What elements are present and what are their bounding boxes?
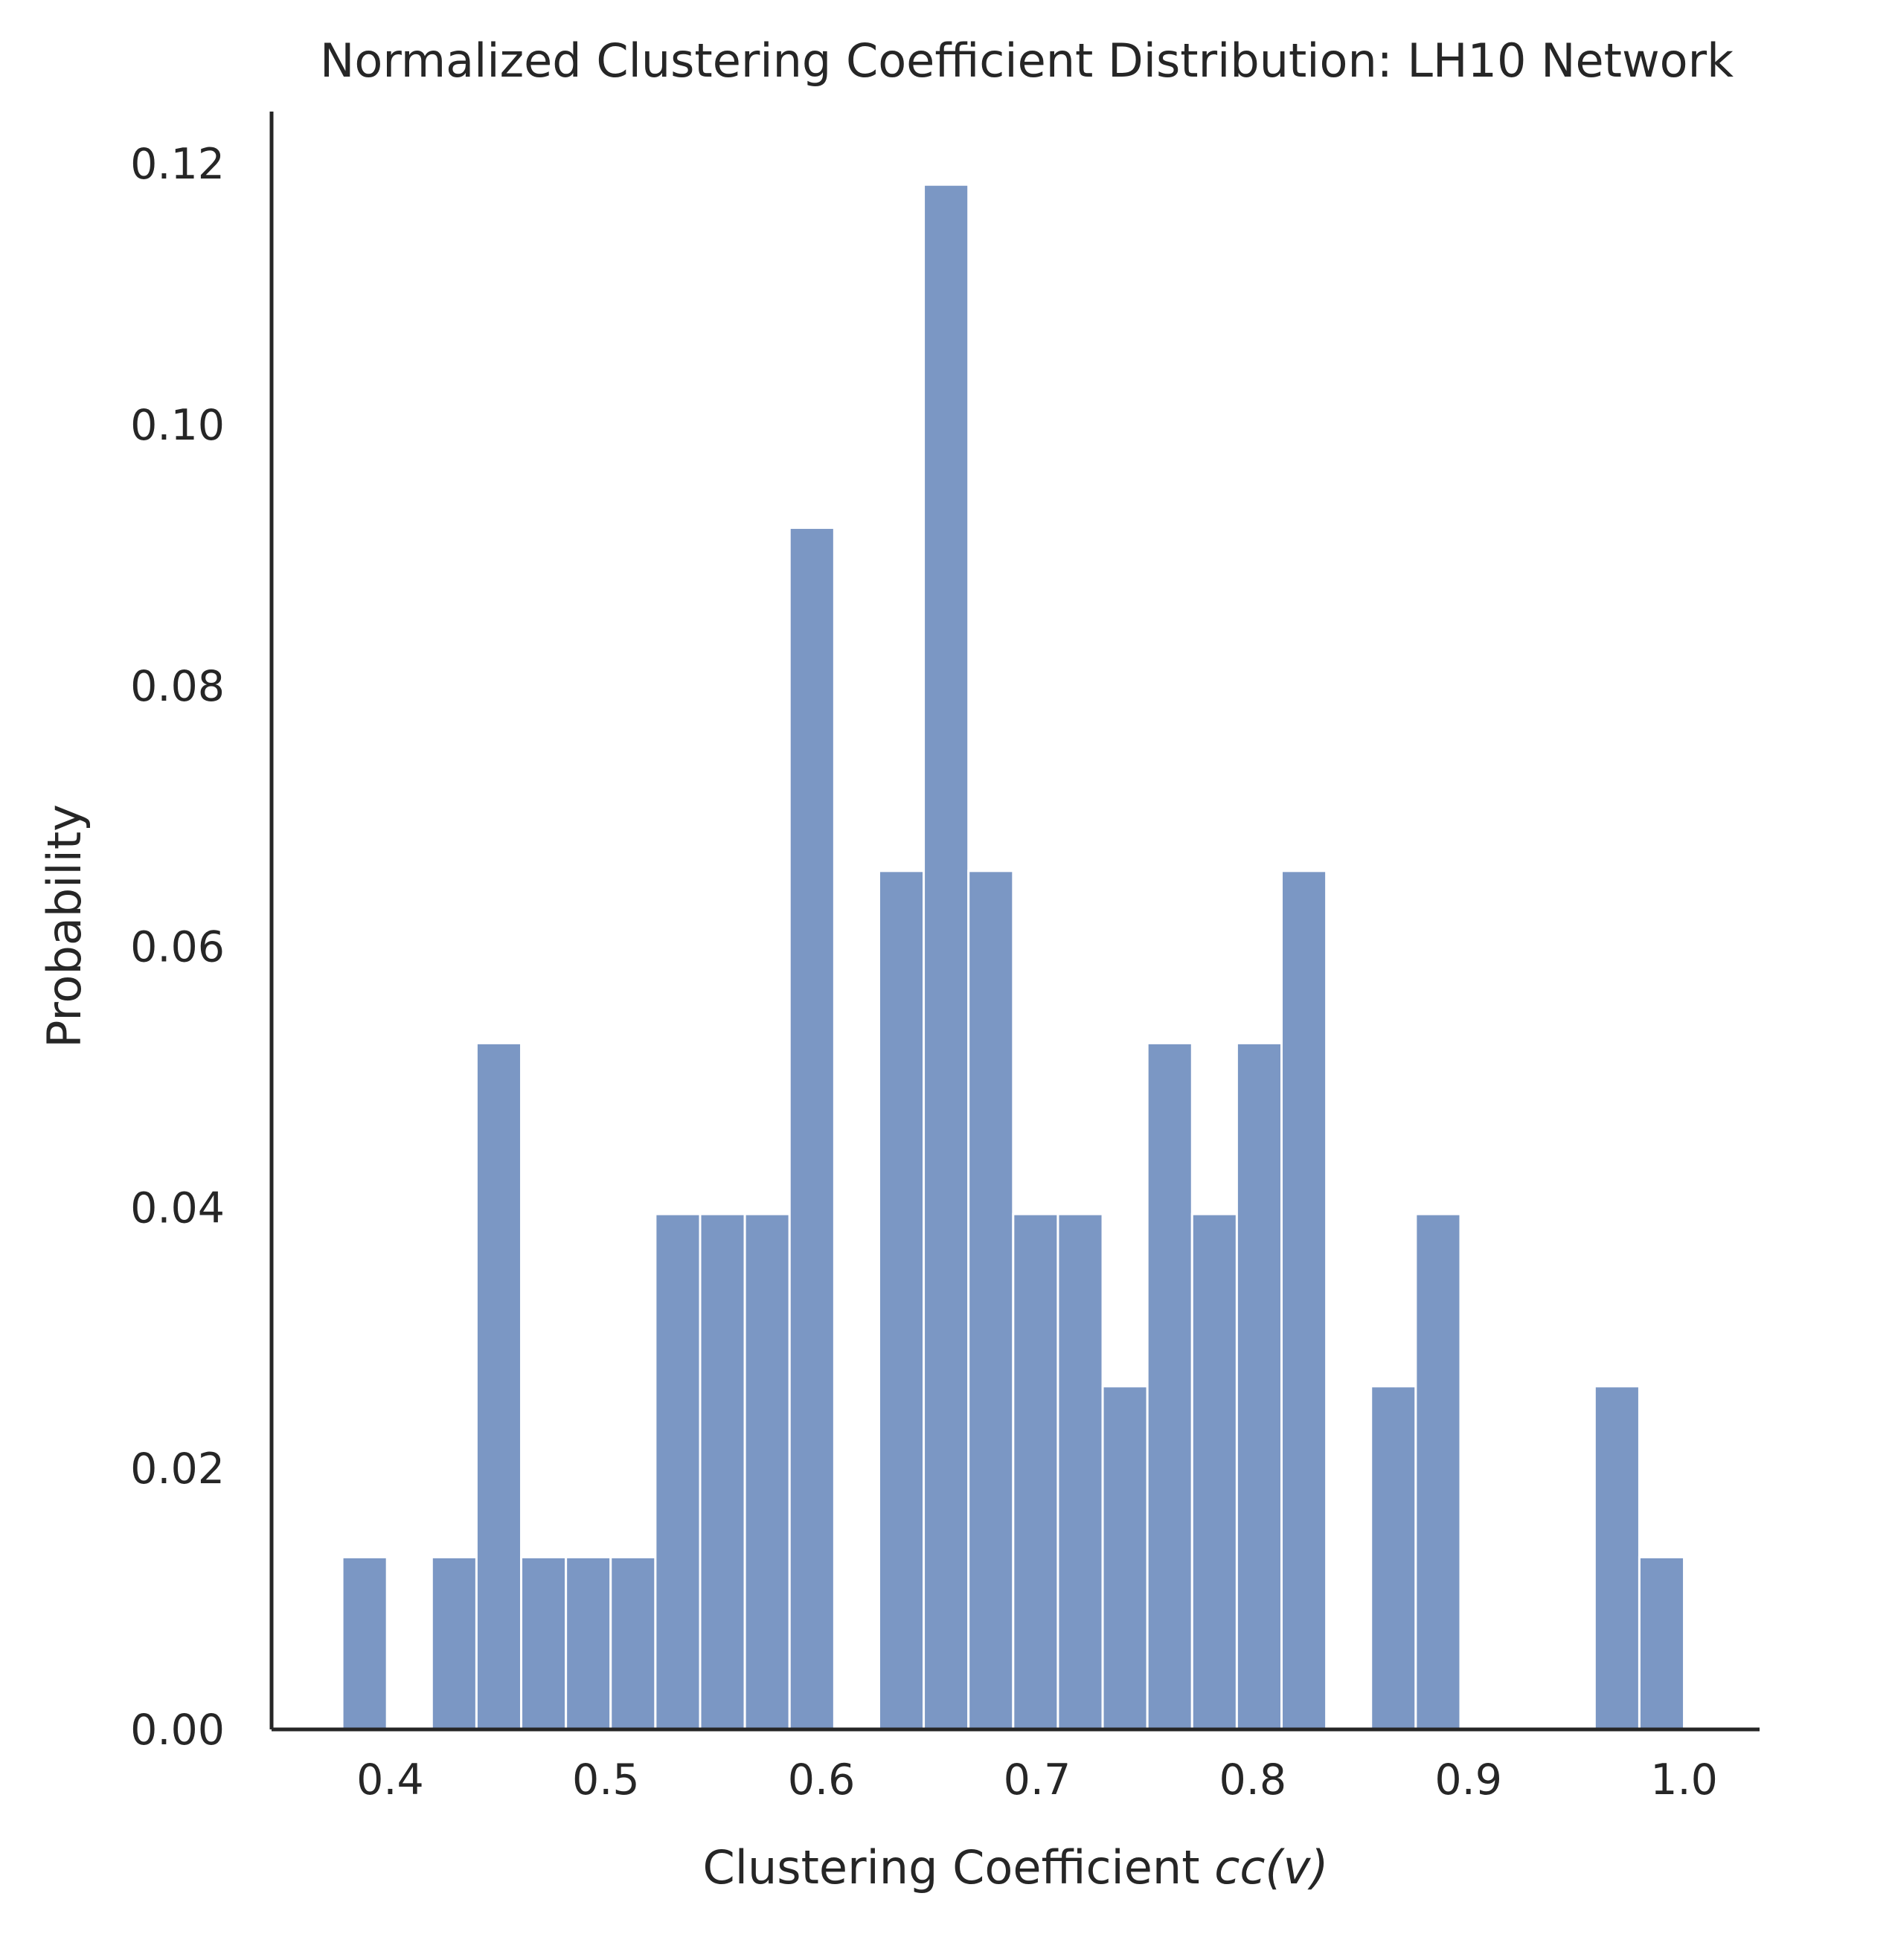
histogram-bar xyxy=(788,527,836,1731)
histogram-bar xyxy=(743,1212,791,1731)
y-tick-label: 0.00 xyxy=(130,1706,225,1755)
x-tick-label: 0.7 xyxy=(1004,1755,1071,1805)
y-tick-label: 0.10 xyxy=(130,401,225,450)
bars-group xyxy=(341,183,1686,1731)
y-tick-label: 0.06 xyxy=(130,923,225,972)
x-axis-label: Clustering Coefficient cc(v) xyxy=(703,1840,1329,1895)
y-tick-label: 0.08 xyxy=(130,662,225,711)
x-tick-label: 0.9 xyxy=(1434,1755,1502,1805)
x-axis-label-math: cc(v) xyxy=(1214,1840,1328,1895)
histogram-bar xyxy=(1190,1212,1238,1731)
histogram-bar xyxy=(430,1555,478,1731)
histogram-bar xyxy=(475,1041,523,1731)
histogram-bar xyxy=(1370,1385,1417,1731)
y-axis-ticks: 0.00 0.02 0.04 0.06 0.08 0.10 0.12 xyxy=(130,140,225,1755)
x-tick-label: 1.0 xyxy=(1650,1755,1718,1805)
y-tick-label: 0.04 xyxy=(130,1183,225,1233)
histogram-bar xyxy=(654,1212,702,1731)
x-tick-label: 0.5 xyxy=(572,1755,640,1805)
histogram-bar xyxy=(1146,1041,1193,1731)
histogram-bar xyxy=(341,1555,388,1731)
histogram-bar xyxy=(609,1555,657,1731)
histogram-bar xyxy=(1101,1385,1149,1731)
histogram-bar xyxy=(1235,1041,1283,1731)
histogram-bar xyxy=(1056,1212,1104,1731)
y-tick-label: 0.02 xyxy=(130,1445,225,1494)
histogram-bar xyxy=(1638,1555,1686,1731)
x-tick-label: 0.6 xyxy=(788,1755,856,1805)
histogram-bar xyxy=(699,1212,746,1731)
histogram-bar xyxy=(967,870,1015,1731)
chart-title: Normalized Clustering Coefficient Distri… xyxy=(320,33,1734,88)
histogram-bar xyxy=(1414,1212,1462,1731)
histogram-bar xyxy=(877,870,926,1731)
y-tick-label: 0.12 xyxy=(130,140,225,189)
histogram-bar xyxy=(923,183,970,1731)
x-tick-label: 0.4 xyxy=(356,1755,424,1805)
histogram-bar xyxy=(1012,1212,1059,1731)
histogram-bar xyxy=(1280,870,1328,1731)
x-axis-label-text: Clustering Coefficient xyxy=(703,1840,1215,1895)
x-axis-ticks: 0.4 0.5 0.6 0.7 0.8 0.9 1.0 xyxy=(356,1755,1718,1805)
x-tick-label: 0.8 xyxy=(1219,1755,1287,1805)
histogram-bar xyxy=(565,1555,612,1731)
y-axis-label: Probability xyxy=(37,804,92,1048)
histogram-bar xyxy=(1593,1385,1641,1731)
histogram-bar xyxy=(520,1555,568,1731)
